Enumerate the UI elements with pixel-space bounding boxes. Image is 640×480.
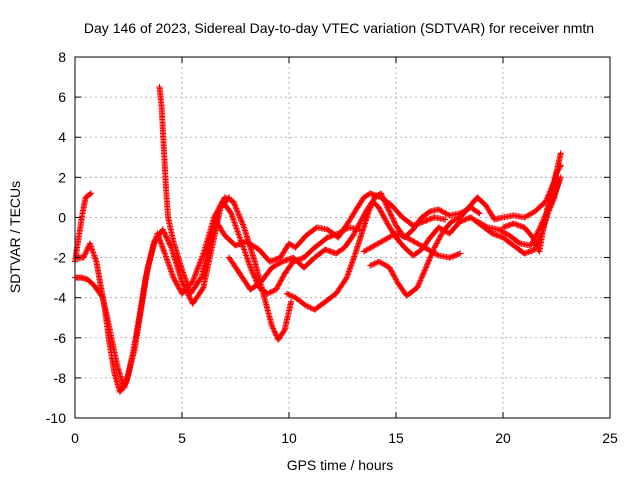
y-tick-label: 8 — [58, 49, 66, 65]
series-markers — [500, 162, 564, 255]
x-tick-label: 0 — [71, 430, 79, 446]
x-axis-label: GPS time / hours — [287, 457, 394, 473]
series-track-9 — [360, 230, 464, 261]
y-tick-label: -10 — [46, 410, 66, 426]
series-markers — [72, 194, 233, 391]
data-layer — [72, 84, 564, 395]
y-axis-label: SDTVAR / TECUs — [7, 181, 23, 293]
tick-layer: 0 5 10 15 20 25 -10 -8 -6 -4 -2 0 2 4 6 8 — [46, 49, 618, 446]
series-track-12 — [500, 162, 564, 255]
series-markers — [74, 194, 295, 395]
series-track-3 — [74, 194, 295, 395]
plot-frame — [74, 56, 611, 419]
y-tick-label: 4 — [58, 129, 66, 145]
x-tick-label: 20 — [495, 430, 511, 446]
y-tick-label: -4 — [54, 290, 67, 306]
series-track-7 — [283, 190, 483, 313]
series-track-4 — [156, 84, 363, 297]
y-tick-label: -8 — [54, 370, 67, 386]
series-markers — [360, 230, 464, 261]
series-markers — [283, 190, 483, 313]
chart-title: Day 146 of 2023, Sidereal Day-to-day VTE… — [84, 20, 594, 36]
y-tick-label: 0 — [58, 209, 66, 225]
y-tick-label: 6 — [58, 89, 66, 105]
x-tick-label: 5 — [178, 430, 186, 446]
y-tick-label: 2 — [58, 169, 66, 185]
y-tick-label: -6 — [54, 330, 67, 346]
series-markers — [156, 84, 363, 297]
x-tick-label: 25 — [602, 430, 618, 446]
series-track-2 — [72, 194, 233, 391]
y-tick-label: -2 — [54, 250, 67, 266]
x-tick-label: 15 — [388, 430, 404, 446]
x-tick-label: 10 — [281, 430, 297, 446]
